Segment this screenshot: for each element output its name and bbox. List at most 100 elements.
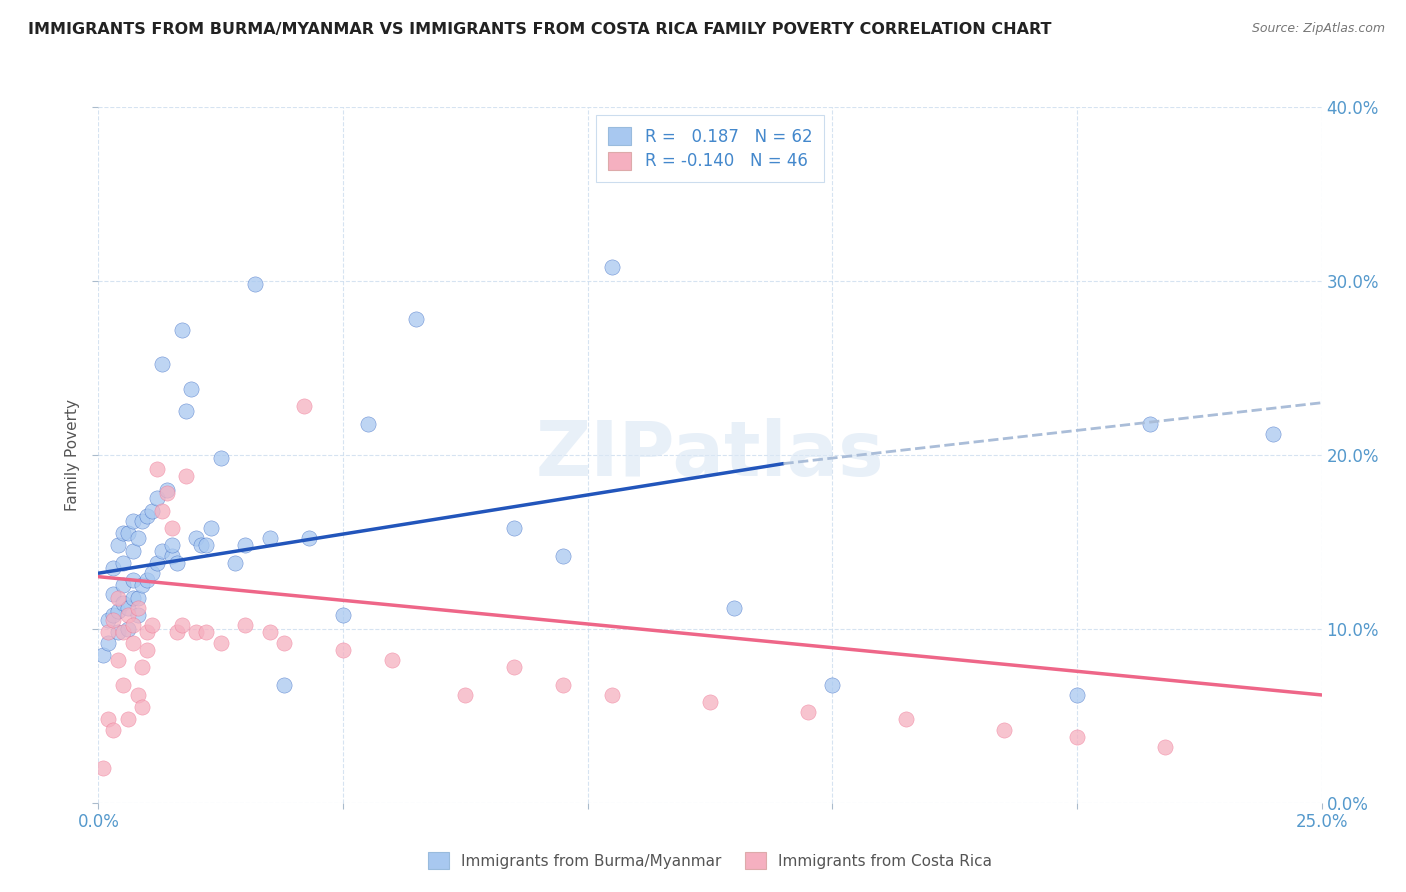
Point bbox=[273, 636, 295, 650]
Point bbox=[160, 538, 183, 552]
Point bbox=[117, 526, 139, 541]
Point bbox=[332, 642, 354, 657]
Point bbox=[160, 521, 183, 535]
Point bbox=[723, 601, 745, 615]
Point bbox=[117, 622, 139, 636]
Point bbox=[107, 625, 129, 640]
Point bbox=[127, 532, 149, 546]
Point bbox=[141, 618, 163, 632]
Point bbox=[91, 648, 114, 662]
Point bbox=[170, 618, 193, 632]
Point bbox=[136, 642, 159, 657]
Point bbox=[97, 625, 120, 640]
Point bbox=[166, 556, 188, 570]
Point bbox=[136, 625, 159, 640]
Point bbox=[117, 601, 139, 615]
Point bbox=[259, 625, 281, 640]
Point bbox=[259, 532, 281, 546]
Point bbox=[243, 277, 266, 292]
Point bbox=[146, 491, 169, 506]
Point bbox=[1154, 740, 1177, 755]
Point bbox=[894, 712, 917, 726]
Point bbox=[190, 538, 212, 552]
Point bbox=[298, 532, 321, 546]
Point bbox=[332, 607, 354, 622]
Point bbox=[127, 601, 149, 615]
Point bbox=[127, 688, 149, 702]
Point bbox=[101, 561, 124, 575]
Text: Source: ZipAtlas.com: Source: ZipAtlas.com bbox=[1251, 22, 1385, 36]
Point bbox=[503, 660, 526, 674]
Point bbox=[224, 556, 246, 570]
Point bbox=[1261, 427, 1284, 442]
Point bbox=[553, 677, 575, 691]
Point bbox=[209, 451, 232, 466]
Point bbox=[111, 677, 134, 691]
Point bbox=[233, 618, 256, 632]
Legend: Immigrants from Burma/Myanmar, Immigrants from Costa Rica: Immigrants from Burma/Myanmar, Immigrant… bbox=[422, 847, 998, 875]
Point bbox=[107, 653, 129, 667]
Point bbox=[150, 358, 173, 372]
Point bbox=[136, 573, 159, 587]
Point bbox=[699, 695, 721, 709]
Point bbox=[166, 625, 188, 640]
Point bbox=[136, 508, 159, 523]
Point bbox=[121, 543, 143, 558]
Point bbox=[121, 636, 143, 650]
Point bbox=[117, 607, 139, 622]
Point bbox=[127, 591, 149, 605]
Point bbox=[797, 706, 820, 720]
Point bbox=[186, 625, 208, 640]
Point bbox=[117, 712, 139, 726]
Point bbox=[186, 532, 208, 546]
Point bbox=[131, 660, 153, 674]
Point bbox=[150, 543, 173, 558]
Point bbox=[200, 521, 222, 535]
Point bbox=[141, 503, 163, 517]
Point bbox=[127, 607, 149, 622]
Point bbox=[146, 556, 169, 570]
Point bbox=[131, 578, 153, 592]
Point bbox=[195, 625, 218, 640]
Point bbox=[111, 578, 134, 592]
Point bbox=[131, 700, 153, 714]
Point bbox=[91, 761, 114, 775]
Point bbox=[101, 613, 124, 627]
Point bbox=[131, 514, 153, 528]
Point bbox=[993, 723, 1015, 737]
Point bbox=[273, 677, 295, 691]
Point bbox=[107, 605, 129, 619]
Point bbox=[160, 549, 183, 563]
Point bbox=[121, 514, 143, 528]
Point bbox=[101, 607, 124, 622]
Point bbox=[156, 483, 179, 497]
Point bbox=[600, 688, 623, 702]
Point bbox=[209, 636, 232, 650]
Point bbox=[107, 591, 129, 605]
Point bbox=[821, 677, 844, 691]
Point bbox=[121, 618, 143, 632]
Point bbox=[111, 596, 134, 610]
Point bbox=[381, 653, 404, 667]
Point bbox=[121, 591, 143, 605]
Point bbox=[141, 566, 163, 581]
Point bbox=[1066, 688, 1088, 702]
Point bbox=[111, 556, 134, 570]
Point bbox=[107, 538, 129, 552]
Point bbox=[1139, 417, 1161, 431]
Point bbox=[176, 468, 198, 483]
Point bbox=[146, 462, 169, 476]
Point bbox=[121, 573, 143, 587]
Point bbox=[101, 587, 124, 601]
Point bbox=[176, 404, 198, 418]
Point bbox=[97, 636, 120, 650]
Text: IMMIGRANTS FROM BURMA/MYANMAR VS IMMIGRANTS FROM COSTA RICA FAMILY POVERTY CORRE: IMMIGRANTS FROM BURMA/MYANMAR VS IMMIGRA… bbox=[28, 22, 1052, 37]
Point bbox=[170, 323, 193, 337]
Point bbox=[503, 521, 526, 535]
Point bbox=[405, 312, 427, 326]
Point bbox=[111, 526, 134, 541]
Y-axis label: Family Poverty: Family Poverty bbox=[65, 399, 80, 511]
Text: ZIPatlas: ZIPatlas bbox=[536, 418, 884, 491]
Point bbox=[600, 260, 623, 274]
Point bbox=[180, 382, 202, 396]
